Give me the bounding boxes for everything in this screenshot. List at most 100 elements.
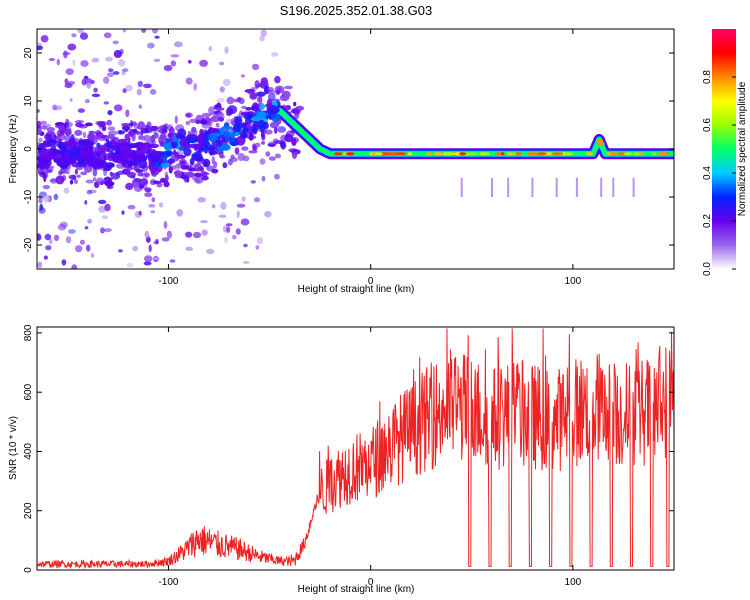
- snr-xtick-label: 0: [368, 577, 374, 588]
- noise-blob: [48, 238, 53, 245]
- ridge-blob: [148, 143, 160, 149]
- noise-blob: [46, 127, 55, 132]
- noise-blob: [152, 180, 162, 184]
- noise-blob: [39, 203, 44, 211]
- ridge-blob: [39, 145, 47, 153]
- ridge-hotspot: [407, 152, 413, 156]
- noise-blob: [267, 143, 276, 147]
- noise-blob: [65, 236, 72, 244]
- ridge-hotspot: [506, 152, 514, 156]
- spectral-streak: [531, 177, 534, 197]
- noise-blob: [149, 125, 159, 131]
- noise-blob: [107, 133, 115, 140]
- ridge-blob: [221, 144, 231, 151]
- ridge-blob: [37, 162, 46, 169]
- ridge-blob: [263, 121, 269, 130]
- noise-blob: [101, 215, 109, 220]
- snr-ytick-label: 200: [23, 502, 34, 519]
- noise-blob: [44, 233, 52, 241]
- ridge-hotspot: [623, 152, 633, 156]
- noise-blob: [86, 82, 92, 89]
- noise-blob: [121, 122, 131, 127]
- noise-blob: [71, 264, 78, 269]
- noise-blob: [148, 204, 156, 208]
- noise-blob: [263, 129, 273, 135]
- noise-blob: [250, 180, 256, 184]
- noise-blob: [259, 35, 265, 42]
- noise-blob: [56, 129, 65, 137]
- ridge-blob: [115, 147, 121, 155]
- colorbar: 0.0 0.2 0.4 0.6 0.8 Normalized spectral ampl…: [702, 29, 748, 276]
- noise-blob: [216, 97, 225, 103]
- ridge-hotspot: [432, 152, 444, 156]
- noise-blob: [57, 124, 65, 131]
- noise-blob: [124, 133, 130, 141]
- ridge-blob: [251, 102, 259, 112]
- ridge-hotspot: [633, 152, 641, 156]
- spectrogram-xtick-label: 100: [565, 276, 582, 287]
- noise-blob: [106, 185, 114, 190]
- noise-blob: [74, 168, 78, 175]
- spectrogram-ylabel: Frequency (Hz): [8, 115, 19, 184]
- noise-blob: [260, 77, 268, 85]
- noise-blob: [87, 218, 92, 224]
- noise-blob: [68, 229, 76, 234]
- noise-blob: [255, 142, 261, 148]
- noise-blob: [84, 200, 88, 205]
- ridge-blob: [208, 132, 218, 143]
- noise-blob: [293, 101, 297, 107]
- noise-blob: [185, 77, 193, 85]
- noise-blob: [227, 105, 238, 115]
- noise-blob: [189, 118, 198, 123]
- noise-blob: [83, 75, 89, 80]
- noise-blob: [284, 85, 293, 90]
- ridge-blob: [203, 134, 208, 143]
- noise-blob: [143, 261, 152, 266]
- ridge-blob: [160, 162, 170, 168]
- noise-blob: [218, 214, 227, 218]
- noise-blob: [80, 171, 88, 176]
- noise-blob: [164, 171, 169, 177]
- noise-blob: [86, 244, 91, 252]
- noise-blob: [125, 182, 134, 190]
- noise-blob: [163, 181, 170, 188]
- ridge-blob: [97, 144, 108, 152]
- ridge-hotspot: [333, 152, 343, 156]
- ridge-blob: [59, 143, 67, 151]
- ridge-blob: [44, 151, 55, 161]
- noise-blob: [241, 196, 246, 202]
- snr-ytick-label: 400: [23, 443, 34, 460]
- ridge-blob: [231, 131, 236, 139]
- noise-blob: [187, 60, 192, 64]
- noise-blob: [37, 261, 43, 268]
- noise-blob: [202, 158, 211, 168]
- ridge-hotspot: [530, 152, 539, 156]
- ridge-blob: [58, 162, 70, 168]
- noise-blob: [143, 255, 153, 263]
- noise-blob: [254, 80, 260, 89]
- noise-blob: [77, 108, 85, 113]
- noise-blob: [267, 92, 276, 101]
- colorbar-tick-label: 0.0: [702, 262, 713, 276]
- noise-blob: [274, 126, 278, 134]
- ridge-blob: [266, 98, 273, 108]
- snr-ytick-label: 0: [23, 567, 34, 573]
- snr-xlabel: Height of straight line (km): [298, 584, 415, 595]
- noise-blob: [82, 131, 87, 139]
- ridge-blob: [120, 142, 131, 147]
- noise-blob: [210, 115, 221, 123]
- noise-blob: [44, 133, 52, 140]
- noise-blob: [211, 204, 216, 209]
- noise-blob: [79, 239, 86, 245]
- noise-blob: [112, 40, 119, 45]
- noise-blob: [194, 172, 204, 178]
- ridge-blob: [54, 149, 62, 155]
- ridge-hotspot: [495, 152, 502, 156]
- noise-blob: [224, 236, 228, 243]
- colorbar-tick-label: 0.2: [702, 214, 713, 228]
- noise-blob: [226, 226, 231, 234]
- noise-blob: [180, 165, 189, 170]
- noise-blob: [148, 244, 152, 253]
- ridge-blob: [240, 111, 252, 116]
- ridge-blob: [164, 137, 170, 144]
